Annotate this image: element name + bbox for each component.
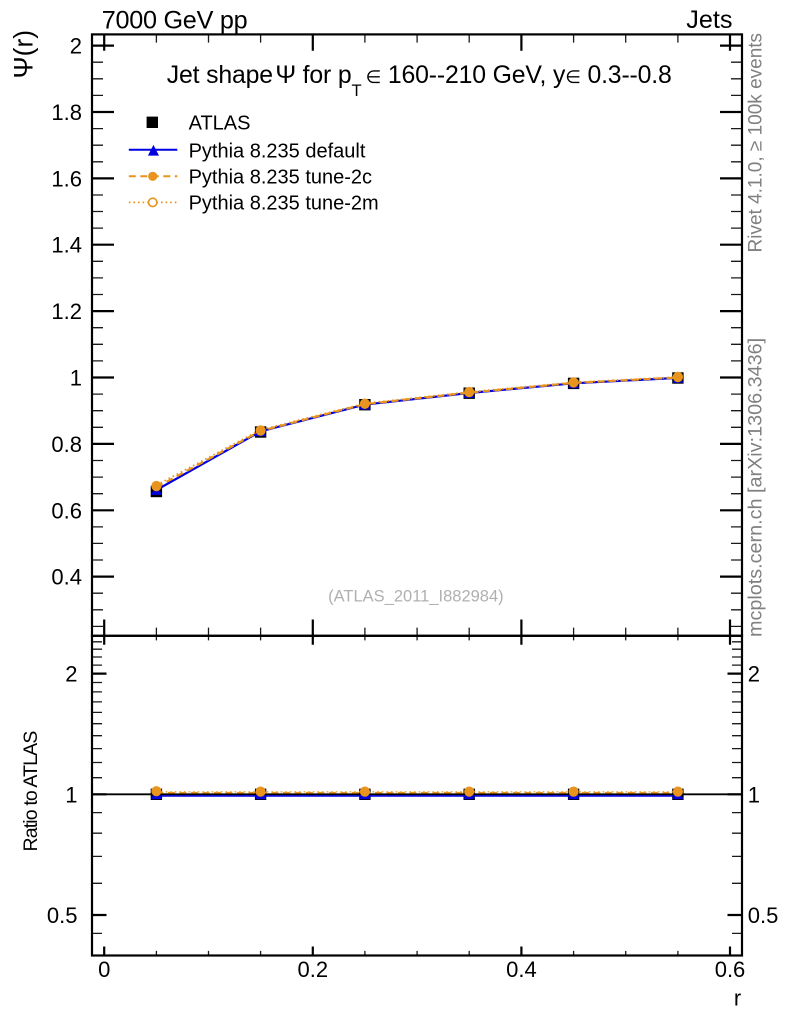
svg-text:(ATLAS_2011_I882984): (ATLAS_2011_I882984)	[328, 588, 504, 606]
svg-text:1.6: 1.6	[51, 166, 82, 191]
svg-text:0.6: 0.6	[51, 498, 82, 523]
svg-text:Jets: Jets	[686, 6, 732, 34]
svg-text:2: 2	[70, 34, 82, 59]
svg-text:1: 1	[748, 782, 760, 807]
svg-text:2: 2	[748, 662, 760, 687]
svg-text:1: 1	[70, 366, 82, 391]
svg-text:Ψ(r): Ψ(r)	[9, 30, 39, 79]
svg-text:Ratio to ATLAS: Ratio to ATLAS	[20, 731, 42, 852]
svg-text:0.4: 0.4	[506, 957, 537, 982]
svg-text:ATLAS: ATLAS	[189, 113, 251, 135]
svg-text:Pythia 8.235 default: Pythia 8.235 default	[189, 140, 366, 162]
svg-text:1.8: 1.8	[51, 100, 82, 125]
svg-text:1: 1	[65, 782, 77, 807]
svg-text:0: 0	[98, 957, 110, 982]
svg-text:0.5: 0.5	[748, 903, 779, 928]
svg-text:0.6: 0.6	[715, 957, 746, 982]
svg-text:0.8: 0.8	[51, 432, 82, 457]
svg-text:Pythia 8.235 tune-2m: Pythia 8.235 tune-2m	[189, 193, 379, 215]
svg-text:Rivet 4.1.0, ≥ 100k events: Rivet 4.1.0, ≥ 100k events	[746, 33, 767, 253]
svg-text:7000 GeV pp: 7000 GeV pp	[102, 6, 248, 34]
svg-text:Pythia 8.235 tune-2c: Pythia 8.235 tune-2c	[189, 167, 372, 189]
svg-text:1.2: 1.2	[51, 299, 82, 324]
svg-text:r: r	[734, 986, 741, 1011]
svg-text:0.4: 0.4	[51, 565, 82, 590]
svg-text:mcplots.cern.ch [arXiv:1306.34: mcplots.cern.ch [arXiv:1306.3436]	[745, 338, 767, 637]
svg-text:0.5: 0.5	[47, 903, 78, 928]
svg-text:2: 2	[65, 662, 77, 687]
svg-text:1.4: 1.4	[51, 233, 82, 258]
svg-text:0.2: 0.2	[298, 957, 329, 982]
